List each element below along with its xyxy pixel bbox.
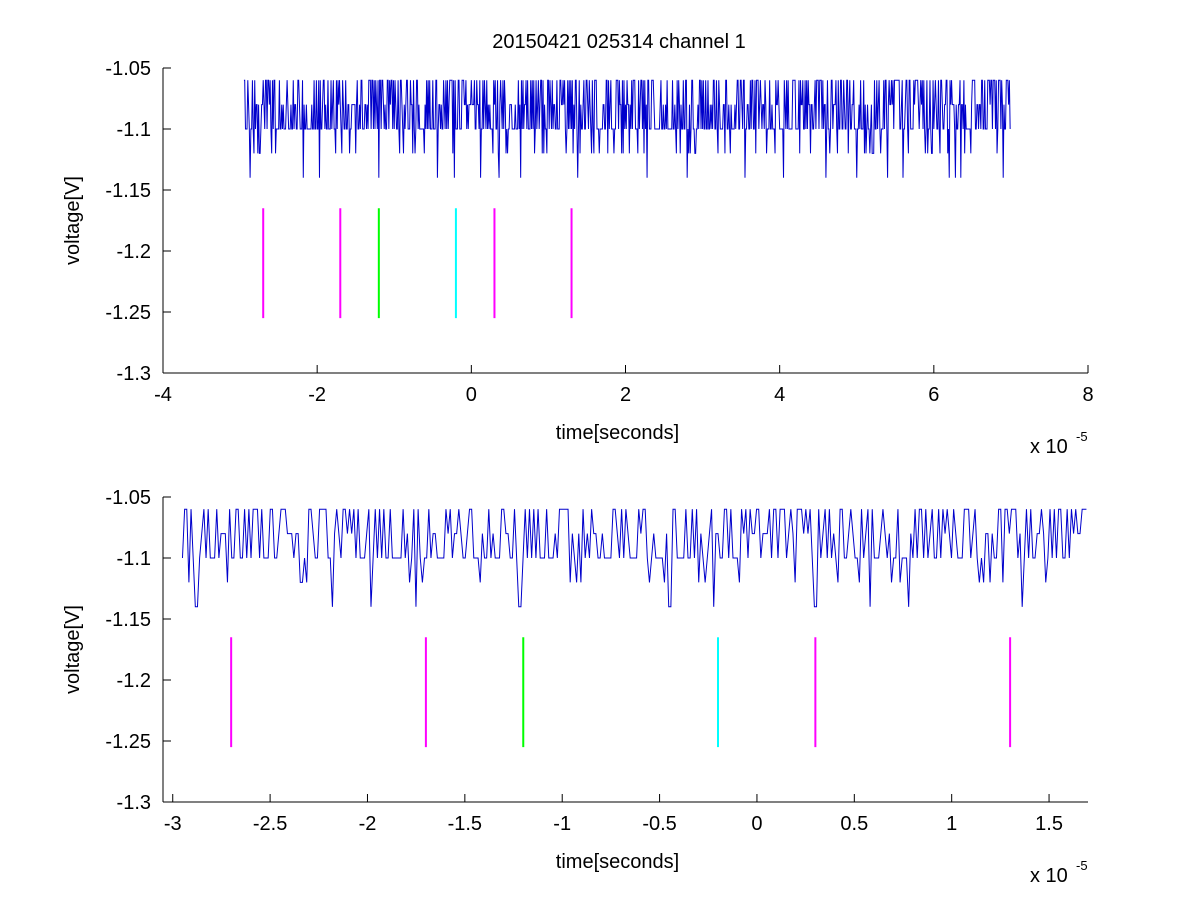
x-tick-label: 1.5 bbox=[1035, 813, 1063, 835]
x-exponent-power: -5 bbox=[1076, 858, 1088, 873]
y-tick-label: -1.05 bbox=[105, 58, 151, 80]
x-tick-label: -0.5 bbox=[642, 813, 676, 835]
x-tick-label: 0 bbox=[466, 384, 477, 406]
y-tick-label: -1.15 bbox=[105, 609, 151, 631]
x-tick-label: 8 bbox=[1082, 384, 1093, 406]
x-tick-label: 1 bbox=[946, 813, 957, 835]
y-tick-label: -1.25 bbox=[105, 731, 151, 753]
y-tick-label: -1.2 bbox=[117, 670, 151, 692]
x-tick-label: 0.5 bbox=[840, 813, 868, 835]
x-tick-label: -2 bbox=[308, 384, 326, 406]
voltage-trace bbox=[243, 79, 1011, 178]
y-tick-label: -1.1 bbox=[117, 548, 151, 570]
top-plot: -4 -2 0 2 4 6 8 -1.3 -1.25 -1.2 -1.15 -1.1 -1.05 time… bbox=[62, 58, 1094, 458]
y-tick-label: -1.3 bbox=[117, 792, 151, 814]
y-tick-label: -1.05 bbox=[105, 487, 151, 509]
x-exponent-power: -5 bbox=[1076, 429, 1088, 444]
figure-title: 20150421 025314 channel 1 bbox=[492, 31, 746, 53]
x-exponent-base: x 10 bbox=[1030, 865, 1068, 887]
y-tick-label: -1.25 bbox=[105, 302, 151, 324]
x-tick-label: 6 bbox=[928, 384, 939, 406]
x-axis-label: time[seconds] bbox=[556, 851, 679, 873]
y-tick-label: -1.2 bbox=[117, 241, 151, 263]
x-tick-label: 0 bbox=[751, 813, 762, 835]
x-tick-label: -1.5 bbox=[448, 813, 482, 835]
x-tick-label: -1 bbox=[553, 813, 571, 835]
x-tick-label: -3 bbox=[164, 813, 182, 835]
x-tick-label: -2 bbox=[359, 813, 377, 835]
x-axis-label: time[seconds] bbox=[556, 422, 679, 444]
y-axis-label: voltage[V] bbox=[62, 605, 84, 694]
x-exponent-base: x 10 bbox=[1030, 436, 1068, 458]
y-tick-label: -1.15 bbox=[105, 180, 151, 202]
voltage-trace bbox=[181, 508, 1087, 608]
x-tick-label: -2.5 bbox=[253, 813, 287, 835]
y-axis-label: voltage[V] bbox=[62, 176, 84, 265]
x-tick-label: 2 bbox=[620, 384, 631, 406]
x-tick-label: -4 bbox=[154, 384, 172, 406]
y-tick-label: -1.1 bbox=[117, 119, 151, 141]
bottom-plot: -3 -2.5 -2 -1.5 -1 -0.5 0 0.5 1 1.5 -1.3 -1.25 -1.2 -… bbox=[62, 487, 1088, 887]
y-tick-label: -1.3 bbox=[117, 363, 151, 385]
x-tick-label: 4 bbox=[774, 384, 785, 406]
